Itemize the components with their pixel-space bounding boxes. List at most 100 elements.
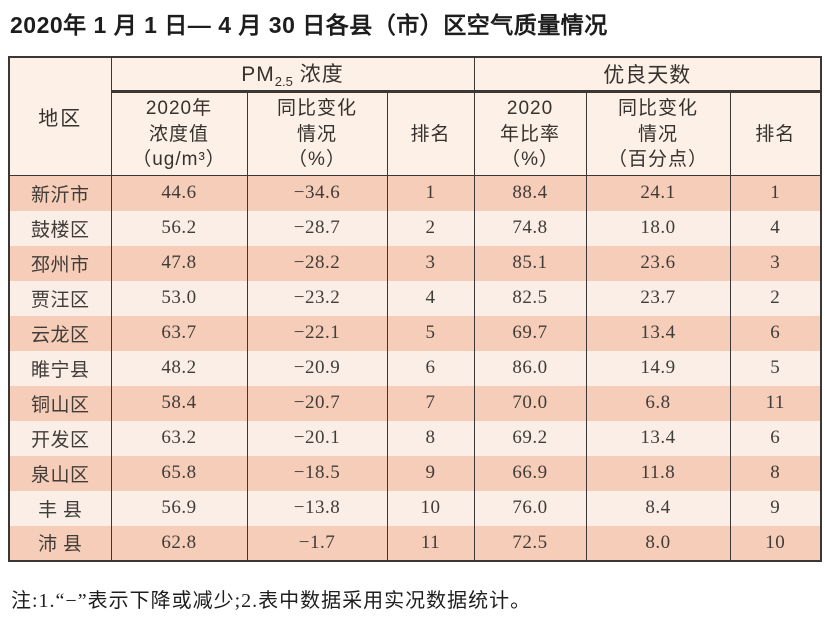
table-row: 铜山区 58.4 −20.7 7 70.0 6.8 11	[8, 385, 822, 421]
pm-rank-cell: 11	[386, 525, 475, 561]
pm-rank-cell: 7	[386, 385, 475, 421]
pm-change-cell: −1.7	[246, 525, 388, 561]
region-cell: 新沂市	[8, 175, 112, 211]
good-change-cell: 13.4	[585, 315, 731, 351]
pm-change-cell: −18.5	[246, 455, 388, 491]
table-row: 丰 县 56.9 −13.8 10 76.0 8.4 9	[8, 490, 822, 526]
good-rate-cell: 82.5	[473, 280, 587, 316]
region-cell: 开发区	[8, 420, 112, 456]
good-rank-cell: 9	[729, 490, 822, 526]
pm-change-cell: −13.8	[246, 490, 388, 526]
pm-rank-cell: 10	[386, 490, 475, 526]
pm25-label-prefix: PM	[241, 63, 275, 87]
pm-change-cell: −28.7	[246, 210, 388, 246]
pm25-label-subscript: 2.5	[274, 74, 293, 90]
good-change-cell: 18.0	[585, 210, 731, 246]
pm-value-cell: 44.6	[110, 175, 248, 211]
good-change-cell: 24.1	[585, 175, 731, 211]
region-cell: 泉山区	[8, 455, 112, 491]
region-cell: 邳州市	[8, 245, 112, 281]
pm-rank-cell: 3	[386, 245, 475, 281]
good-rate-cell: 86.0	[473, 350, 587, 386]
pm-change-cell: −20.9	[246, 350, 388, 386]
table-row: 睢宁县 48.2 −20.9 6 86.0 14.9 5	[8, 350, 822, 386]
group-header-row: 地区 PM2.5 浓度 优良天数	[8, 56, 822, 177]
pm-change-cell: −20.1	[246, 420, 388, 456]
air-quality-table: 地区 PM2.5 浓度 优良天数 2020年 浓度值 （ug/m³） 同比变化 …	[8, 55, 823, 562]
pm-value-cell: 63.7	[110, 315, 248, 351]
table-row: 沛 县 62.8 −1.7 11 72.5 8.0 10	[8, 525, 822, 561]
table-row: 邳州市 47.8 −28.2 3 85.1 23.6 3	[8, 245, 822, 281]
pm-change-cell: −20.7	[246, 385, 388, 421]
footnote: 注:1.“−”表示下降或减少;2.表中数据采用实况数据统计。	[11, 589, 532, 612]
good-rate-cell: 72.5	[473, 525, 587, 561]
pm-value-cell: 62.8	[110, 525, 248, 561]
region-cell: 睢宁县	[8, 350, 112, 386]
table-row: 新沂市 44.6 −34.6 1 88.4 24.1 1	[8, 175, 822, 211]
pm25-group-header: PM2.5 浓度	[110, 56, 475, 94]
pm-value-cell: 47.8	[110, 245, 248, 281]
region-cell: 铜山区	[8, 385, 112, 421]
pm-rank-cell: 4	[386, 280, 475, 316]
region-column-header: 地区	[8, 56, 112, 177]
table-row: 云龙区 63.7 −22.1 5 69.7 13.4 6	[8, 315, 822, 351]
pm-change-cell: −34.6	[246, 175, 388, 211]
sub-header-row: 2020年 浓度值 （ug/m³） 同比变化 情况 （%） 排名 2020 年比…	[9, 91, 822, 177]
pm-rank-column-header: 排名	[386, 91, 475, 177]
good-change-cell: 11.8	[585, 455, 731, 491]
pm-change-cell: −22.1	[246, 315, 388, 351]
good-change-cell: 23.7	[585, 280, 731, 316]
good-rate-cell: 85.1	[473, 245, 587, 281]
good-rank-cell: 11	[729, 385, 822, 421]
pm-rank-cell: 1	[386, 175, 475, 211]
pm25-label-suffix: 浓度	[292, 63, 344, 87]
table-row: 开发区 63.2 −20.1 8 69.2 13.4 6	[8, 420, 822, 456]
table-row: 贾汪区 53.0 −23.2 4 82.5 23.7 2	[8, 280, 822, 316]
good-rate-cell: 69.2	[473, 420, 587, 456]
good-rate-cell: 66.9	[473, 455, 587, 491]
pm-value-cell: 56.2	[110, 210, 248, 246]
good-rank-cell: 8	[729, 455, 822, 491]
pm-rank-cell: 8	[386, 420, 475, 456]
good-change-column-header: 同比变化 情况 （百分点）	[585, 91, 731, 177]
pm-rank-cell: 6	[386, 350, 475, 386]
pm-value-column-header: 2020年 浓度值 （ug/m³）	[110, 91, 248, 177]
good-rank-cell: 10	[729, 525, 822, 561]
good-rate-cell: 88.4	[473, 175, 587, 211]
good-change-cell: 13.4	[585, 420, 731, 456]
pm-value-cell: 58.4	[110, 385, 248, 421]
good-change-cell: 23.6	[585, 245, 731, 281]
good-rate-cell: 76.0	[473, 490, 587, 526]
table-row: 鼓楼区 56.2 −28.7 2 74.8 18.0 4	[8, 210, 822, 246]
table-row: 泉山区 65.8 −18.5 9 66.9 11.8 8	[8, 455, 822, 491]
pm-change-column-header: 同比变化 情况 （%）	[246, 91, 388, 177]
good-change-cell: 14.9	[585, 350, 731, 386]
pm-value-cell: 53.0	[110, 280, 248, 316]
good-rank-cell: 6	[729, 315, 822, 351]
pm-change-cell: −23.2	[246, 280, 388, 316]
pm-change-cell: −28.2	[246, 245, 388, 281]
good-rank-cell: 4	[729, 210, 822, 246]
good-rate-cell: 69.7	[473, 315, 587, 351]
good-rate-cell: 74.8	[473, 210, 587, 246]
region-cell: 云龙区	[8, 315, 112, 351]
pm-rank-cell: 2	[386, 210, 475, 246]
good-rate-cell: 70.0	[473, 385, 587, 421]
good-change-cell: 8.0	[585, 525, 731, 561]
pm-value-cell: 65.8	[110, 455, 248, 491]
page-title: 2020年 1 月 1 日— 4 月 30 日各县（市）区空气质量情况	[10, 12, 608, 38]
good-rank-cell: 3	[729, 245, 822, 281]
region-cell: 鼓楼区	[8, 210, 112, 246]
good-days-group-header: 优良天数	[473, 56, 822, 94]
good-rank-cell: 2	[729, 280, 822, 316]
good-rank-cell: 5	[729, 350, 822, 386]
good-rank-cell: 6	[729, 420, 822, 456]
region-cell: 沛 县	[8, 525, 112, 561]
region-cell: 丰 县	[8, 490, 112, 526]
region-cell: 贾汪区	[8, 280, 112, 316]
good-rank-cell: 1	[729, 175, 822, 211]
good-rank-column-header: 排名	[729, 91, 822, 177]
pm-rank-cell: 9	[386, 455, 475, 491]
good-rate-column-header: 2020 年比率 （%）	[473, 91, 587, 177]
